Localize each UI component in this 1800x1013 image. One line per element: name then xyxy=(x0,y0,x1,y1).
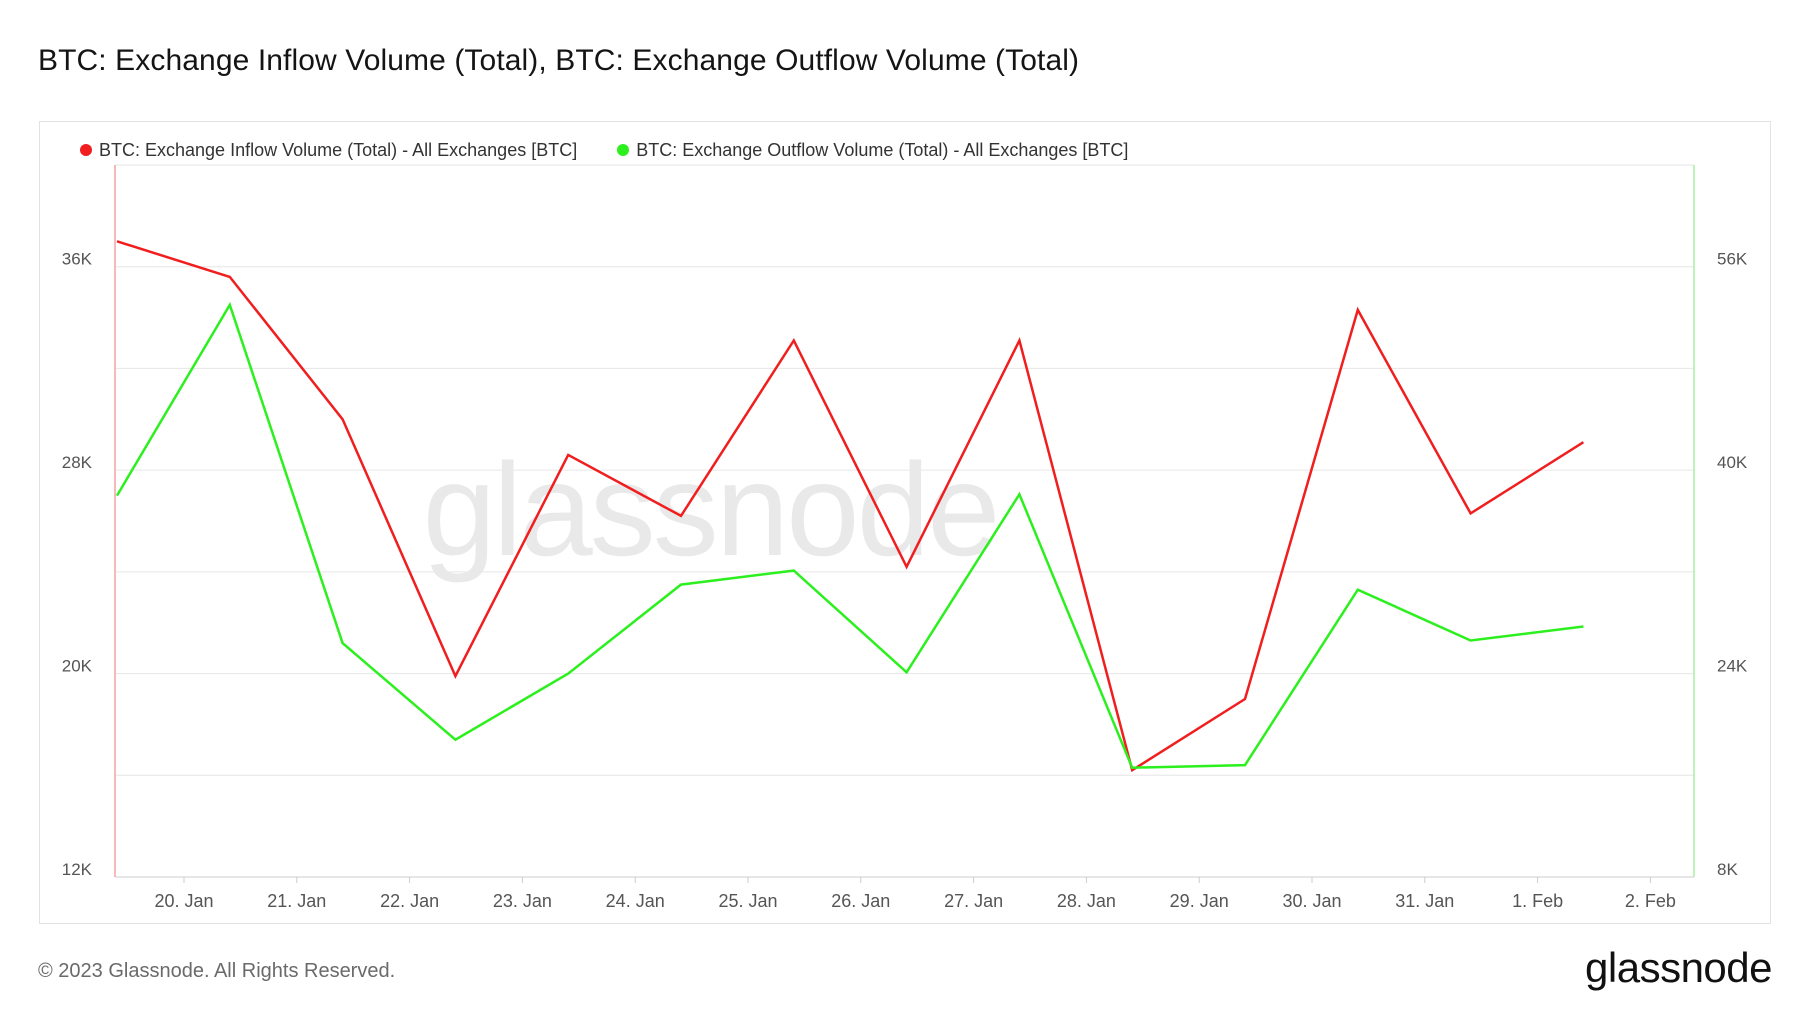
footer-copyright: © 2023 Glassnode. All Rights Reserved. xyxy=(38,960,396,982)
x-tick-label: 27. Jan xyxy=(944,891,1003,911)
chart-legend: BTC: Exchange Inflow Volume (Total) - Al… xyxy=(80,138,1168,162)
x-tick-label: 22. Jan xyxy=(380,891,439,911)
glassnode-logo: glassnode xyxy=(1585,944,1772,991)
x-tick-label: 31. Jan xyxy=(1395,891,1454,911)
x-tick-label: 21. Jan xyxy=(267,891,326,911)
legend-dot-inflow xyxy=(80,144,92,156)
x-tick-label: 28. Jan xyxy=(1057,891,1116,911)
chart-frame xyxy=(39,121,1771,924)
y-left-tick-label: 36K xyxy=(62,250,93,269)
legend-item-inflow[interactable]: BTC: Exchange Inflow Volume (Total) - Al… xyxy=(80,140,577,161)
x-tick-label: 30. Jan xyxy=(1282,891,1341,911)
outflow-series-line xyxy=(115,301,1584,769)
inflow-series-line xyxy=(116,240,1585,773)
x-tick-label: 20. Jan xyxy=(154,891,213,911)
y-right-tick-label: 24K xyxy=(1717,657,1748,676)
y-left-tick-label: 12K xyxy=(62,860,93,879)
x-tick-label: 1. Feb xyxy=(1512,891,1563,911)
page-title: BTC: Exchange Inflow Volume (Total), BTC… xyxy=(38,44,1080,77)
axis-layer: 12K 20K 28K 36K 8K 24K 40K 56K 20. Jan 21. Jan 22.… xyxy=(62,165,1748,911)
legend-dot-outflow xyxy=(617,144,630,156)
x-tick-label: 26. Jan xyxy=(831,891,890,911)
x-tick-label: 24. Jan xyxy=(606,891,665,911)
x-tick-label: 23. Jan xyxy=(493,891,552,911)
x-tick-label: 2. Feb xyxy=(1625,891,1676,911)
y-left-tick-label: 28K xyxy=(62,453,93,472)
y-left-tick-label: 20K xyxy=(62,657,93,676)
y-right-tick-label: 8K xyxy=(1717,860,1738,879)
x-tick-label: 29. Jan xyxy=(1170,891,1229,911)
legend-label-outflow: BTC: Exchange Outflow Volume (Total) - A… xyxy=(636,139,1129,160)
series-layer xyxy=(115,240,1585,773)
x-tick-label: 25. Jan xyxy=(718,891,777,911)
y-right-tick-label: 56K xyxy=(1717,250,1748,269)
watermark: glassnode xyxy=(423,436,998,583)
legend-item-outflow[interactable]: BTC: Exchange Outflow Volume (Total) - A… xyxy=(617,140,1128,161)
legend-label-inflow: BTC: Exchange Inflow Volume (Total) - Al… xyxy=(99,139,578,160)
y-right-tick-label: 40K xyxy=(1717,453,1748,472)
